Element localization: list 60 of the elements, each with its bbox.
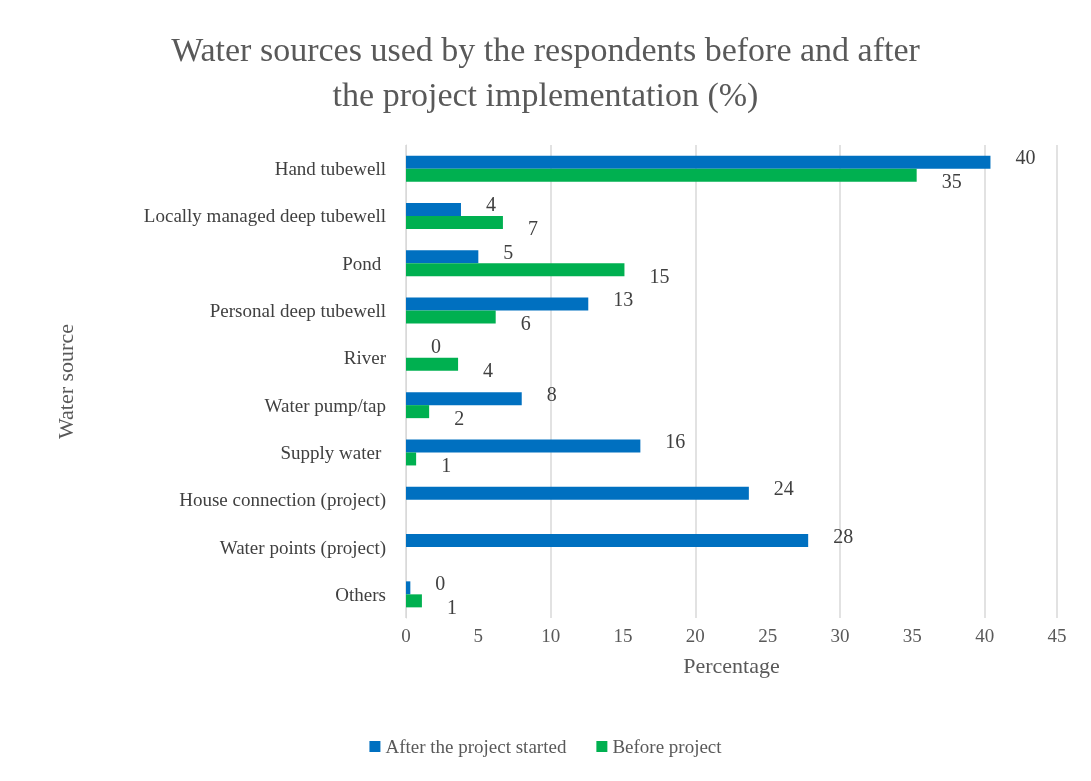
bar <box>406 439 641 453</box>
data-label: 2 <box>454 406 465 429</box>
data-label: 1 <box>446 595 457 618</box>
x-tick-label: 20 <box>685 625 705 646</box>
bar <box>406 250 479 264</box>
y-axis-title: Water source <box>52 324 78 439</box>
bar <box>406 168 917 182</box>
y-tick-label: Personal deep tubewell <box>209 300 386 322</box>
data-label: 0 <box>431 335 441 358</box>
bar <box>406 392 522 406</box>
data-label: 4 <box>485 193 496 216</box>
bar <box>406 215 503 229</box>
bar <box>406 310 496 324</box>
bar <box>406 594 422 608</box>
x-tick-label: 15 <box>613 625 633 646</box>
y-tick-label: Water pump/tap <box>264 394 386 416</box>
data-label: 16 <box>665 429 686 452</box>
y-tick-label: Pond <box>342 252 386 274</box>
bar <box>406 486 749 500</box>
legend-label: Before project <box>612 736 723 757</box>
x-tick-label: 25 <box>758 625 778 646</box>
data-label: 0 <box>435 571 446 594</box>
data-label: 8 <box>546 382 557 405</box>
chart-title: Water sources used by the respondents before and after the project implementation (%) <box>171 31 921 114</box>
data-label: 35 <box>941 170 962 193</box>
bar <box>406 581 411 595</box>
legend-label: After the project started <box>385 736 567 757</box>
bar <box>406 155 991 169</box>
y-tick-label: Hand tubewell <box>274 158 386 180</box>
data-label: 15 <box>649 264 670 287</box>
data-label: 40 <box>1015 146 1036 169</box>
y-tick-label: Locally managed deep tubewell <box>143 205 386 227</box>
bar <box>406 297 589 311</box>
y-tick-label: Supply water <box>280 441 386 463</box>
x-tick-label: 30 <box>830 625 850 646</box>
bar <box>406 452 417 466</box>
y-tick-label: Others <box>335 583 386 605</box>
x-tick-label: 45 <box>1047 625 1067 646</box>
y-tick-label: Water points (project) <box>219 536 386 559</box>
data-label: 7 <box>527 217 538 240</box>
bar <box>406 405 430 419</box>
data-label: 13 <box>613 288 634 311</box>
x-tick-label: 35 <box>902 625 922 646</box>
x-tick-label: 5 <box>473 625 484 646</box>
bar <box>406 357 459 371</box>
data-label: 1 <box>441 453 452 476</box>
data-label: 28 <box>833 524 854 547</box>
x-tick-label: 10 <box>541 625 561 646</box>
data-label: 24 <box>773 477 794 500</box>
x-axis-title: Percentage <box>683 652 780 678</box>
y-tick-label: River <box>343 347 387 369</box>
bar <box>406 263 625 277</box>
bar <box>406 202 461 216</box>
data-label: 4 <box>483 359 494 382</box>
y-tick-label: House connection (project) <box>179 489 386 512</box>
x-tick-label: 40 <box>975 625 995 646</box>
x-tick-label: 0 <box>401 625 411 646</box>
data-label: 5 <box>503 240 514 263</box>
bar <box>406 534 809 548</box>
data-label: 6 <box>520 312 531 335</box>
